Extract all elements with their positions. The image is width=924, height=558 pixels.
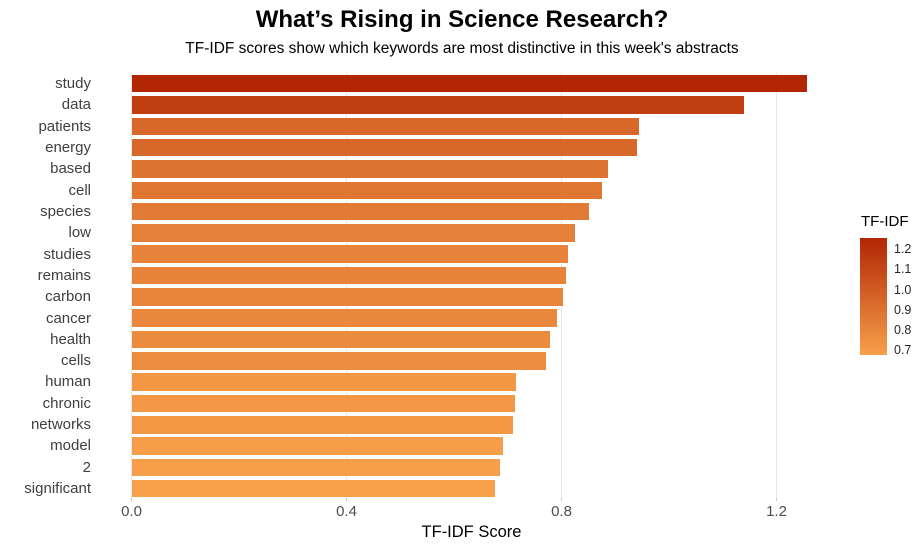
gridline [131,72,132,498]
x-tick-mark [131,498,132,501]
bar-model [131,437,503,455]
bar-networks [131,416,513,434]
chart-subtitle: TF-IDF scores show which keywords are mo… [185,40,739,57]
bar-chronic [131,394,515,413]
bar-cell [131,181,603,199]
x-tick-mark [776,498,777,501]
category-label: significant [24,480,91,498]
category-label: cell [68,181,91,199]
bar-significant [131,479,495,498]
category-label: energy [45,138,91,156]
category-label: cancer [45,309,91,327]
bar-cancer [131,309,557,327]
category-label: human [45,373,91,391]
category-label: 2 [82,458,91,476]
category-label: networks [30,416,91,434]
gridline [346,72,347,498]
category-label: species [40,202,91,220]
x-axis-title: TF-IDF Score [421,523,522,541]
legend-tick-label: 1.1 [894,262,912,277]
category-label: low [68,224,91,242]
bar-human [131,373,517,391]
bar-species [131,202,590,221]
category-label: patients [38,117,91,135]
bar-patients [131,117,639,136]
bar-studies [131,245,568,263]
bar-low [131,224,576,242]
category-label: model [50,437,91,455]
legend-tick-label: 0.8 [894,322,912,337]
chart-title: What’s Rising in Science Research? [255,6,669,33]
category-label: based [50,160,91,178]
bar-cells [131,352,547,370]
bar-based [131,160,608,178]
category-label: carbon [45,288,91,306]
bar-energy [131,138,637,157]
bar-health [131,330,550,349]
category-label: chronic [42,394,91,412]
bar-carbon [131,288,563,306]
bar-remains [131,266,567,285]
category-label: study [55,75,91,92]
legend-tick-label: 0.7 [894,343,912,358]
gridline [776,72,777,498]
bar-data [131,96,745,114]
legend-tick-label: 1.0 [894,282,912,297]
x-tick-label: 0.4 [336,503,357,520]
category-label: studies [43,245,91,263]
legend-tick-label: 0.9 [894,302,912,317]
category-label: remains [37,266,91,284]
legend-title: TF-IDF [861,213,909,230]
bar-study [131,74,807,93]
category-label: health [50,330,91,348]
bar-2 [131,458,500,477]
category-label: cells [60,352,91,370]
x-tick-label: 1.2 [766,503,787,520]
x-tick-label: 0.8 [551,503,572,520]
gridline [561,72,562,498]
x-tick-mark [346,498,347,501]
category-label: data [61,96,91,114]
legend-tick-label: 1.2 [894,242,912,257]
legend-colorbar [860,238,887,355]
x-tick-mark [561,498,562,501]
x-tick-label: 0.0 [121,503,142,520]
